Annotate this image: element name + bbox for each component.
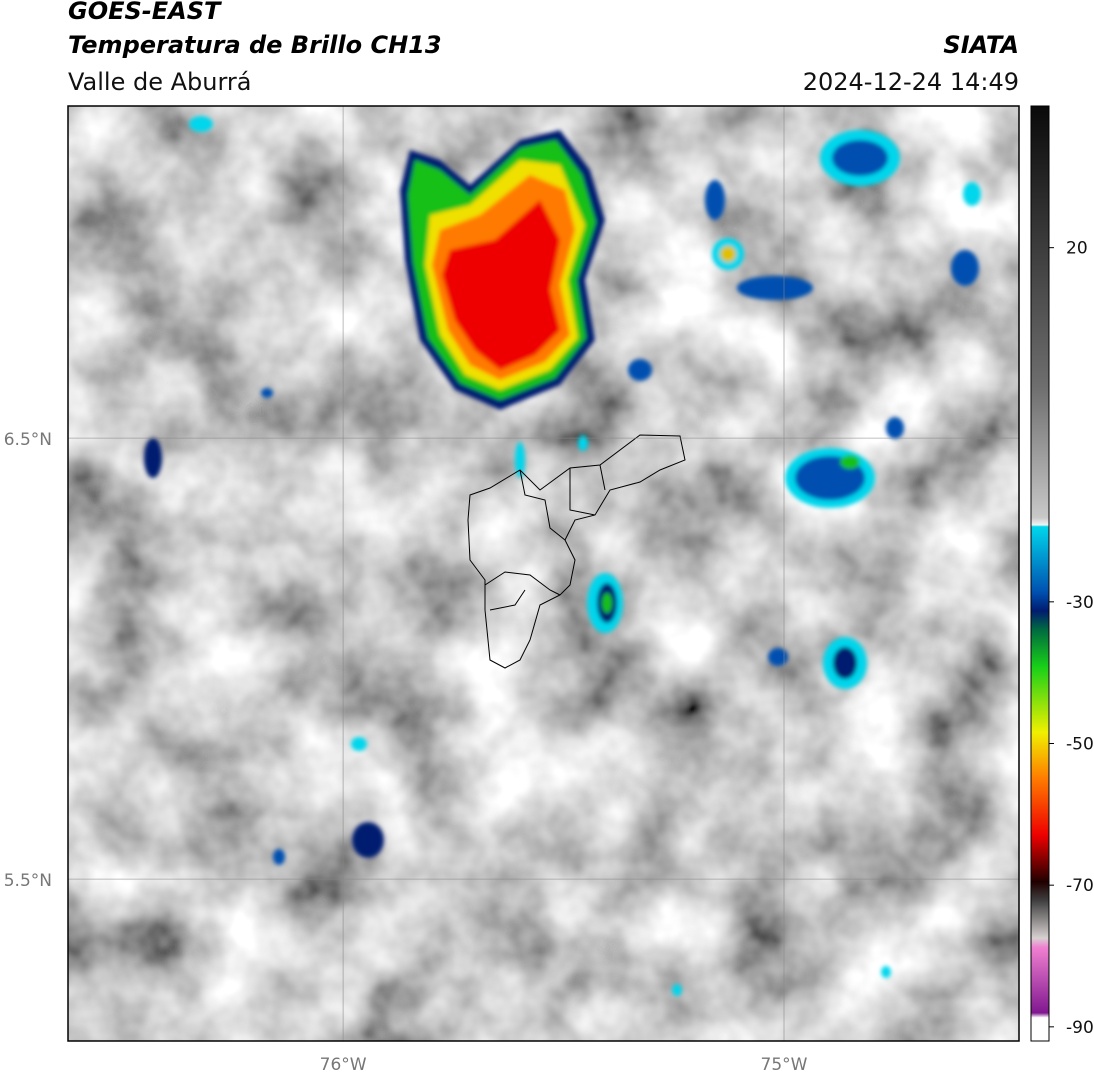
map-area: [68, 106, 1019, 1041]
colorbar: [1030, 105, 1050, 1042]
title: GOES-EAST: [68, 0, 222, 25]
graticule: [68, 106, 1019, 1041]
colorbar-tick-label: 20: [1066, 239, 1088, 259]
colorbar-tick-label: -90: [1066, 1018, 1094, 1038]
storm-cells: [144, 116, 981, 996]
colorbar-tick-label: -30: [1066, 593, 1094, 613]
datetime: 2024-12-24 14:49: [803, 68, 1019, 96]
lat-tick-label: 5.5°N: [4, 871, 52, 891]
lon-tick-label: 75°W: [761, 1055, 808, 1075]
municipal-boundaries: [467, 434, 686, 669]
lon-tick-label: 76°W: [320, 1055, 367, 1075]
subtitle: Temperatura de Brillo CH13: [68, 31, 442, 59]
colorbar-tick-label: -70: [1066, 876, 1094, 896]
colorbar-tick-label: -50: [1066, 735, 1094, 755]
map-frame: [67, 105, 1020, 1042]
region: Valle de Aburrá: [68, 68, 252, 96]
source: SIATA: [943, 31, 1019, 59]
lat-tick-label: 6.5°N: [4, 430, 52, 450]
